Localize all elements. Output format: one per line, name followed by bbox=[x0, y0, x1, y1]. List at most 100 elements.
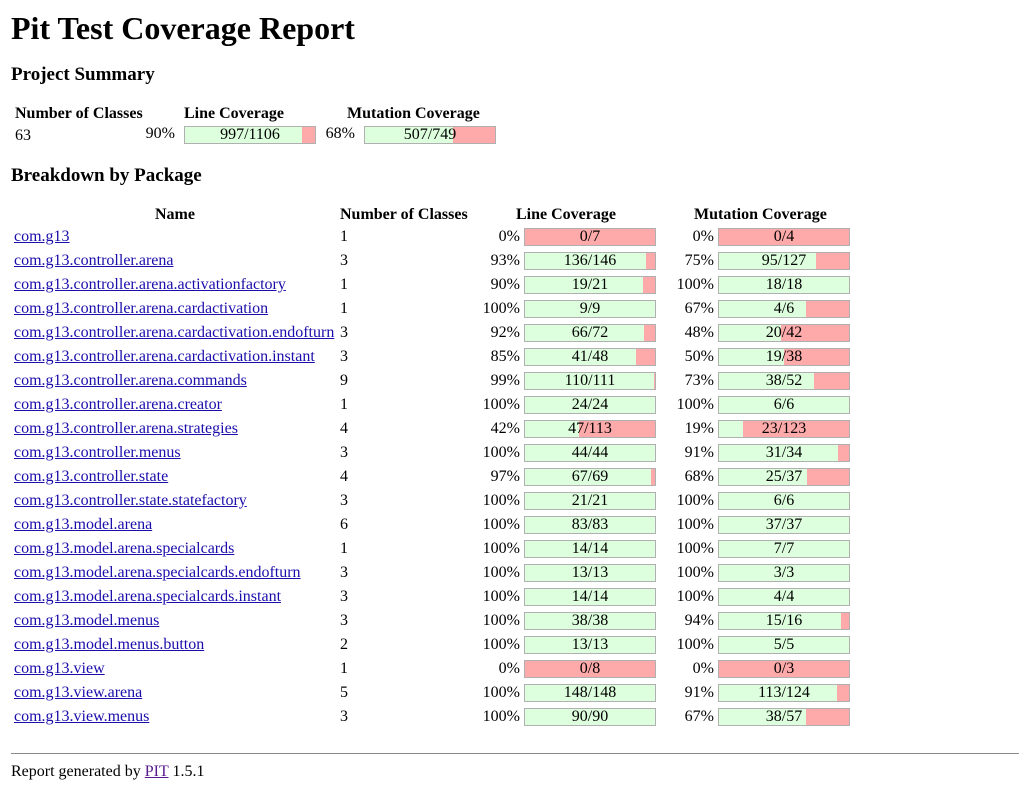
footer-version: 1.5.1 bbox=[172, 763, 205, 780]
package-line-fraction: 148/148 bbox=[563, 684, 617, 701]
package-mutation-bar: 6/6 bbox=[718, 492, 850, 510]
package-line-bar-fill bbox=[525, 397, 655, 413]
package-line-bar: 38/38 bbox=[524, 612, 656, 630]
package-mutation-bar: 31/34 bbox=[718, 444, 850, 462]
pit-link[interactable]: PIT bbox=[144, 763, 169, 780]
summary-classes-value: 63 bbox=[15, 127, 31, 144]
package-mutation-percent: 100% bbox=[676, 636, 714, 653]
package-line-fraction: 110/111 bbox=[564, 372, 616, 389]
summary-classes-header: Number of Classes bbox=[15, 105, 143, 122]
package-line-bar-fill bbox=[525, 685, 655, 701]
footer-text: Report generated by bbox=[11, 763, 141, 780]
package-link[interactable]: com.g13.controller.state.statefactory bbox=[14, 492, 247, 509]
breakdown-classes-header: Number of Classes bbox=[340, 206, 468, 223]
package-mutation-bar-fill bbox=[719, 493, 849, 509]
package-line-bar: 67/69 bbox=[524, 468, 656, 486]
package-classes: 3 bbox=[340, 708, 348, 725]
package-link[interactable]: com.g13.controller.menus bbox=[14, 444, 181, 461]
package-mutation-bar: 25/37 bbox=[718, 468, 850, 486]
package-mutation-bar-fill bbox=[719, 637, 849, 653]
package-line-bar: 136/146 bbox=[524, 252, 656, 270]
package-mutation-percent: 48% bbox=[684, 324, 714, 341]
package-line-percent: 0% bbox=[498, 660, 520, 677]
package-mutation-percent: 0% bbox=[692, 660, 714, 677]
package-mutation-bar-fill bbox=[719, 565, 849, 581]
package-mutation-fraction: 15/16 bbox=[765, 612, 803, 629]
package-line-bar: 44/44 bbox=[524, 444, 656, 462]
package-mutation-percent: 67% bbox=[684, 300, 714, 317]
package-link[interactable]: com.g13.controller.arena.creator bbox=[14, 396, 222, 413]
package-mutation-fraction: 18/18 bbox=[765, 276, 803, 293]
package-mutation-bar-fill bbox=[719, 685, 838, 701]
package-link[interactable]: com.g13.model.menus.button bbox=[14, 636, 205, 653]
package-mutation-fraction: 7/7 bbox=[773, 540, 795, 557]
package-mutation-percent: 100% bbox=[676, 276, 714, 293]
package-mutation-bar-fill bbox=[719, 589, 849, 605]
package-mutation-percent: 75% bbox=[684, 252, 714, 269]
breakdown-name-header: Name bbox=[155, 206, 195, 223]
package-link[interactable]: com.g13.controller.arena.strategies bbox=[14, 420, 238, 437]
package-line-bar-fill bbox=[525, 373, 654, 389]
package-mutation-fraction: 25/37 bbox=[765, 468, 803, 485]
package-classes: 4 bbox=[340, 420, 348, 437]
package-mutation-percent: 100% bbox=[676, 540, 714, 557]
package-link[interactable]: com.g13.model.arena.specialcards bbox=[14, 540, 235, 557]
package-line-percent: 100% bbox=[482, 708, 520, 725]
package-line-percent: 85% bbox=[490, 348, 520, 365]
package-link[interactable]: com.g13.model.arena bbox=[14, 516, 153, 533]
package-classes: 3 bbox=[340, 252, 348, 269]
package-line-fraction: 21/21 bbox=[571, 492, 609, 509]
project-summary-heading: Project Summary bbox=[11, 64, 155, 85]
package-mutation-bar: 95/127 bbox=[718, 252, 850, 270]
package-line-percent: 100% bbox=[482, 492, 520, 509]
package-line-bar-fill bbox=[525, 325, 645, 341]
package-mutation-bar: 4/6 bbox=[718, 300, 850, 318]
package-mutation-fraction: 113/124 bbox=[758, 684, 810, 701]
package-line-bar: 0/8 bbox=[524, 660, 656, 678]
package-line-bar-fill bbox=[525, 253, 647, 269]
package-link[interactable]: com.g13.view bbox=[14, 660, 105, 677]
package-line-bar-fill bbox=[525, 469, 652, 485]
package-line-bar-fill bbox=[525, 709, 655, 725]
package-link[interactable]: com.g13.controller.arena.cardactivation bbox=[14, 300, 269, 317]
package-line-percent: 100% bbox=[482, 396, 520, 413]
package-mutation-percent: 68% bbox=[684, 468, 714, 485]
package-link[interactable]: com.g13.model.menus bbox=[14, 612, 160, 629]
package-mutation-bar-fill bbox=[719, 445, 838, 461]
package-line-fraction: 41/48 bbox=[571, 348, 609, 365]
package-link[interactable]: com.g13.view.arena bbox=[14, 684, 143, 701]
summary-mutation-bar: 507/749 bbox=[364, 126, 496, 144]
package-line-bar: 148/148 bbox=[524, 684, 656, 702]
package-line-bar: 83/83 bbox=[524, 516, 656, 534]
package-line-bar-fill bbox=[525, 301, 655, 317]
package-link[interactable]: com.g13.controller.arena.cardactivation.… bbox=[14, 324, 335, 341]
summary-mutation-header: Mutation Coverage bbox=[347, 105, 480, 122]
package-link[interactable]: com.g13.controller.state bbox=[14, 468, 169, 485]
package-mutation-bar-fill bbox=[719, 301, 806, 317]
package-line-fraction: 83/83 bbox=[571, 516, 609, 533]
package-line-fraction: 0/8 bbox=[579, 660, 601, 677]
page-title: Pit Test Coverage Report bbox=[11, 10, 355, 46]
package-mutation-bar-fill bbox=[719, 517, 849, 533]
package-classes: 1 bbox=[340, 660, 348, 677]
package-link[interactable]: com.g13.view.menus bbox=[14, 708, 150, 725]
package-link[interactable]: com.g13.controller.arena bbox=[14, 252, 174, 269]
package-classes: 3 bbox=[340, 588, 348, 605]
package-mutation-bar-fill bbox=[719, 469, 807, 485]
footer-divider bbox=[11, 753, 1019, 754]
package-link[interactable]: com.g13.model.arena.specialcards.instant bbox=[14, 588, 282, 605]
package-link[interactable]: com.g13.controller.arena.activationfacto… bbox=[14, 276, 286, 293]
package-link[interactable]: com.g13.model.arena.specialcards.endoftu… bbox=[14, 564, 301, 581]
package-link[interactable]: com.g13.controller.arena.commands bbox=[14, 372, 247, 389]
package-link[interactable]: com.g13 bbox=[14, 228, 70, 245]
package-link[interactable]: com.g13.controller.arena.cardactivation.… bbox=[14, 348, 315, 365]
package-line-percent: 93% bbox=[490, 252, 520, 269]
package-classes: 3 bbox=[340, 564, 348, 581]
package-line-bar-fill bbox=[525, 493, 655, 509]
package-line-fraction: 0/7 bbox=[579, 228, 601, 245]
package-mutation-fraction: 6/6 bbox=[773, 492, 795, 509]
package-mutation-percent: 67% bbox=[684, 708, 714, 725]
package-line-bar: 14/14 bbox=[524, 540, 656, 558]
package-line-percent: 42% bbox=[490, 420, 520, 437]
package-mutation-bar-fill bbox=[719, 349, 784, 365]
